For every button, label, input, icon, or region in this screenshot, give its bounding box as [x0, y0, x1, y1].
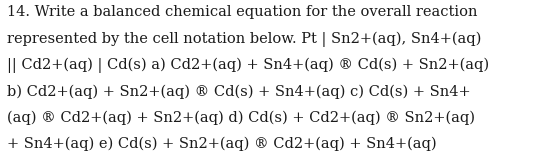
Text: b) Cd2+(aq) + Sn2+(aq) ® Cd(s) + Sn4+(aq) c) Cd(s) + Sn4+: b) Cd2+(aq) + Sn2+(aq) ® Cd(s) + Sn4+(aq… [7, 84, 470, 99]
Text: + Sn4+(aq) e) Cd(s) + Sn2+(aq) ® Cd2+(aq) + Sn4+(aq): + Sn4+(aq) e) Cd(s) + Sn2+(aq) ® Cd2+(aq… [7, 137, 436, 151]
Text: (aq) ® Cd2+(aq) + Sn2+(aq) d) Cd(s) + Cd2+(aq) ® Sn2+(aq): (aq) ® Cd2+(aq) + Sn2+(aq) d) Cd(s) + Cd… [7, 111, 475, 125]
Text: || Cd2+(aq) | Cd(s) a) Cd2+(aq) + Sn4+(aq) ® Cd(s) + Sn2+(aq): || Cd2+(aq) | Cd(s) a) Cd2+(aq) + Sn4+(a… [7, 58, 489, 73]
Text: 14. Write a balanced chemical equation for the overall reaction: 14. Write a balanced chemical equation f… [7, 5, 477, 19]
Text: represented by the cell notation below. Pt | Sn2+(aq), Sn4+(aq): represented by the cell notation below. … [7, 31, 481, 47]
